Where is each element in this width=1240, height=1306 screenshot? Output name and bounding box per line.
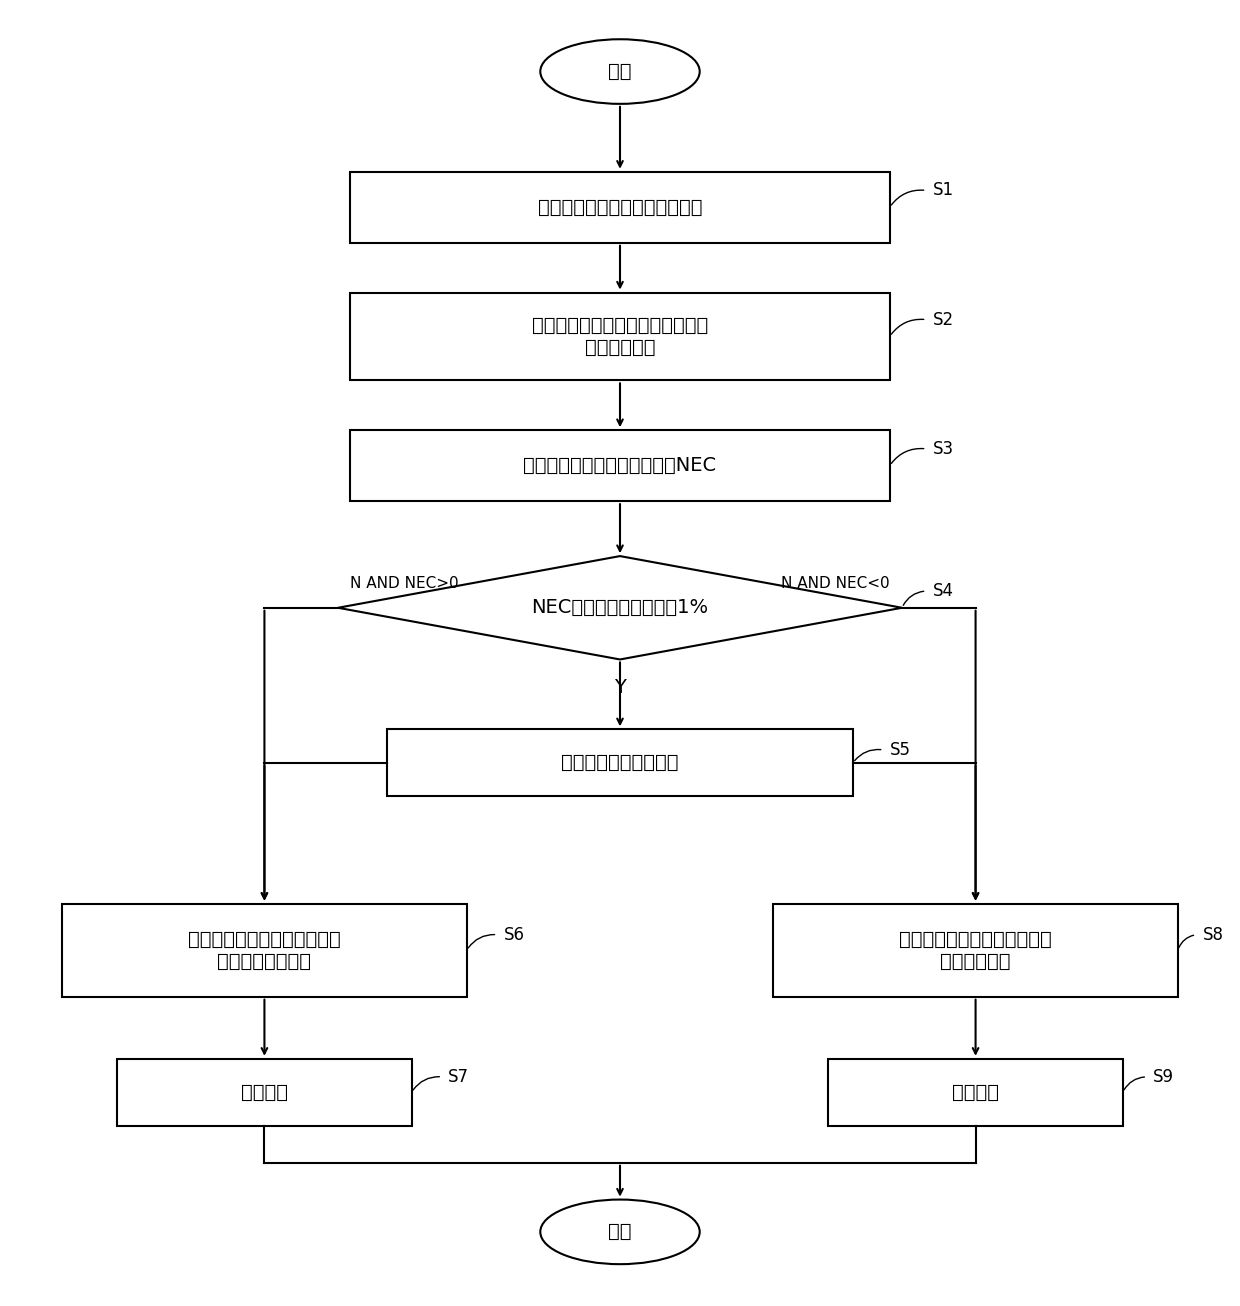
Text: S9: S9	[1153, 1068, 1174, 1085]
Text: 确定动力电池组的净能量变化NEC: 确定动力电池组的净能量变化NEC	[523, 456, 717, 475]
Text: 结果校正: 结果校正	[241, 1083, 288, 1102]
Text: 试验准备工作与试验车辆预循环: 试验准备工作与试验车辆预循环	[538, 197, 702, 217]
Text: S3: S3	[932, 440, 954, 458]
Text: N AND NEC>0: N AND NEC>0	[350, 576, 459, 592]
Text: 计算动力电池组对外输出能量
所对应的当量里程: 计算动力电池组对外输出能量 所对应的当量里程	[188, 930, 341, 970]
Text: NEC占总能耗百分比小于1%: NEC占总能耗百分比小于1%	[532, 598, 708, 618]
Text: S2: S2	[932, 311, 954, 329]
Text: S7: S7	[449, 1068, 470, 1085]
Text: 开始: 开始	[609, 63, 631, 81]
Text: 计算动力电池组吸收能量所对
应的当量里程: 计算动力电池组吸收能量所对 应的当量里程	[899, 930, 1052, 970]
Text: 结束: 结束	[609, 1222, 631, 1242]
Text: Y: Y	[614, 678, 626, 696]
Text: 结果校正: 结果校正	[952, 1083, 999, 1102]
Text: 测试的油耗不需要校正: 测试的油耗不需要校正	[562, 754, 678, 772]
Text: S4: S4	[932, 582, 954, 599]
Text: S6: S6	[503, 926, 525, 944]
Text: S5: S5	[890, 741, 910, 759]
Text: S8: S8	[1203, 926, 1224, 944]
Text: 确定整车实测油耗与动力电池组瞬
时电流、电压: 确定整车实测油耗与动力电池组瞬 时电流、电压	[532, 316, 708, 357]
Text: N AND NEC<0: N AND NEC<0	[781, 576, 890, 592]
Text: S1: S1	[932, 182, 954, 200]
